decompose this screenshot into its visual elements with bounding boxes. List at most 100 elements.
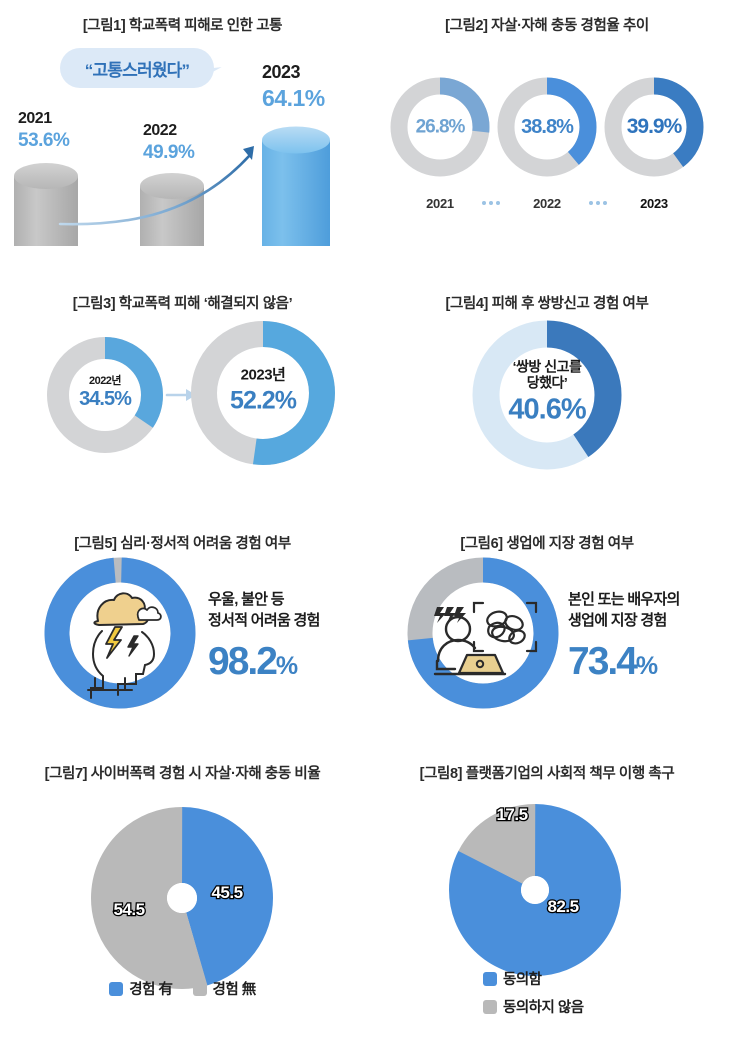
fig4-center-line1: ‘쌍방 신고를 [512,358,582,375]
speech-bubble: “고통스러웠다” [60,48,214,88]
figure-2-title: [그림2] 자살·자해 충동 경험율 추이 [445,18,649,34]
donut-2023 [604,77,704,177]
figure-8-donut [365,750,729,1038]
figure-1-title: [그림1] 학교폭력 피해로 인한 고통 [82,18,283,34]
donut-2023-unresolved [191,321,335,465]
fig7-label-experienced: 45.5 [210,882,244,904]
fig7-legend-label-not-experienced: 경험 無 [212,982,257,998]
fig6-line1: 본인 또는 배우자의 [568,591,680,608]
speech-bubble-text: “고통스러웠다” [84,60,190,80]
fig3-year-2022: 2022년 [88,375,122,388]
figure-3-panel: [그림3] 학교폭력 피해 ‘해결되지 않음’ [0,280,365,500]
fig8-legend-swatch-blue [483,971,497,986]
fig2-year-label-2021: 2021 [426,196,454,211]
fig2-value-2021: 26.8% [415,116,466,138]
bar-2021 [14,163,78,246]
fig7-legend-label-experienced: 경험 有 [129,982,173,998]
fig1-value-2023: 64.1% [262,85,325,111]
fig2-value-2021-text: 26.8% [415,116,466,138]
fig3-value-2022: 34.5% [79,388,132,411]
figure-5-title: [그림5] 심리·정서적 어려움 경험 여부 [74,536,291,552]
fig2-value-2022: 38.8% [521,115,574,138]
fig2-value-2022-text: 38.8% [521,115,574,138]
fig3-year-2023: 2023년 [240,366,286,384]
bar-2023 [262,126,330,246]
fig2-dots-separator-1 [482,201,500,205]
fig4-center-line2: 당했다’ [526,374,568,391]
figure-7-donut [0,750,365,1038]
figure-4-panel: [그림4] 피해 후 쌍방신고 경험 여부 ‘쌍방 신고를 당했다’ 40.6% [365,280,729,500]
fig8-label-disagree: 17.5 [495,804,529,826]
figure-2-donut-group [365,0,729,260]
fig8-label-disagree-text: 17.5 [495,804,529,826]
fig8-legend-swatch-gray [483,999,497,1014]
figure-5-panel: [그림5] 심리·정서적 어려움 경험 여부 [0,520,365,740]
fig2-value-2023-text: 39.9% [626,115,683,139]
figure-8-panel: [그림8] 플랫폼기업의 사회적 책무 이행 촉구 17.5 82.5 동의함 [365,750,729,1038]
fig8-legend-label-agree: 동의함 [503,972,542,988]
figure-7-panel: [그림7] 사이버폭력 경험 시 자살·자해 충동 비율 45.5 54.5 [0,750,365,1038]
fig1-year-2021: 2021 [18,110,52,127]
figure-4-donut [365,280,729,500]
fig3-center-2023: 2023년 52.2% [230,366,297,415]
figure-6-side-text: 본인 또는 배우자의 생업에 지장 경험 73.4% [568,590,680,689]
head-storm-cloud-icon [87,592,162,699]
fig1-value-2021: 53.6% [18,130,70,151]
figure-6-title: [그림6] 생업에 지장 경험 여부 [460,536,634,552]
fig6-value-pct: % [635,652,658,681]
fig7-legend-item-not-experienced[interactable]: 경험 無 [192,978,257,999]
fig1-year-2023: 2023 [262,62,301,82]
fig2-value-2023: 39.9% [626,115,683,139]
fig7-legend-swatch-gray [192,981,207,996]
fig6-line2: 생업에 지장 경험 [568,611,667,629]
fig8-label-agree: 82.5 [546,896,580,918]
fig6-value-number: 73.4 [568,640,638,684]
fig2-year-label-2023: 2023 [640,196,668,211]
fig5-value: 98.2% [208,635,320,689]
figure-8-legend: 동의함 동의하지 않음 [483,968,584,1017]
fig7-legend-item-experienced[interactable]: 경험 有 [109,978,173,999]
figure-6-panel: [그림6] 생업에 지장 경험 여부 [365,520,729,740]
donut-2022 [497,77,597,177]
figure-6-donut [365,520,729,740]
fig7-label-not-experienced-text: 54.5 [112,899,146,921]
transition-arrow [165,389,196,401]
fig8-label-agree-text: 82.5 [546,896,580,918]
fig1-value-2022: 49.9% [143,142,195,163]
figure-5-side-text: 우울, 불안 등 정서적 어려움 경험 98.2% [208,590,320,689]
fig3-value-2023: 52.2% [230,386,297,415]
fig1-label-2022: 2022 49.9% [143,122,195,164]
figure-1-bar-chart [0,0,365,260]
fig1-label-2021: 2021 53.6% [18,110,70,152]
fig8-legend-item-disagree[interactable]: 동의하지 않음 [483,996,584,1017]
donut-2021 [390,77,490,177]
fig3-center-2022: 2022년 34.5% [79,375,132,411]
figure-7-title: [그림7] 사이버폭력 경험 시 자살·자해 충동 비율 [44,766,321,782]
figure-1-panel: [그림1] 학교폭력 피해로 인한 고통 [0,0,365,260]
figure-3-donut-group [0,280,365,500]
person-laptop-stress-icon [433,601,538,676]
fig8-legend-label-disagree: 동의하지 않음 [503,1000,584,1016]
figure-2-panel: [그림2] 자살·자해 충동 경험율 추이 [365,0,729,260]
figure-7-legend: 경험 有 경험 無 [0,978,365,999]
figure-4-title: [그림4] 피해 후 쌍방신고 경험 여부 [445,296,649,312]
fig8-legend-item-agree[interactable]: 동의함 [483,968,542,989]
figure-8-title: [그림8] 플랫폼기업의 사회적 책무 이행 촉구 [419,766,675,782]
fig6-value: 73.4% [568,635,680,689]
fig5-value-pct: % [275,652,298,681]
fig4-center-text: ‘쌍방 신고를 당했다’ 40.6% [508,358,586,427]
fig2-year-label-2022: 2022 [533,196,561,211]
fig7-label-not-experienced: 54.5 [112,899,146,921]
figure-5-donut [0,520,365,740]
fig7-label-experienced-text: 45.5 [210,882,244,904]
figure-3-title: [그림3] 학교폭력 피해 ‘해결되지 않음’ [72,296,293,312]
fig2-dots-separator-2 [589,201,607,205]
trend-arrow [58,153,252,226]
fig7-legend-swatch-blue [109,981,124,996]
fig1-year-2022: 2022 [143,122,177,139]
donut-2022-unresolved [47,337,163,453]
fig5-line2: 정서적 어려움 경험 [208,611,320,629]
fig5-line1: 우울, 불안 등 [208,591,285,608]
fig4-value: 40.6% [508,393,586,426]
